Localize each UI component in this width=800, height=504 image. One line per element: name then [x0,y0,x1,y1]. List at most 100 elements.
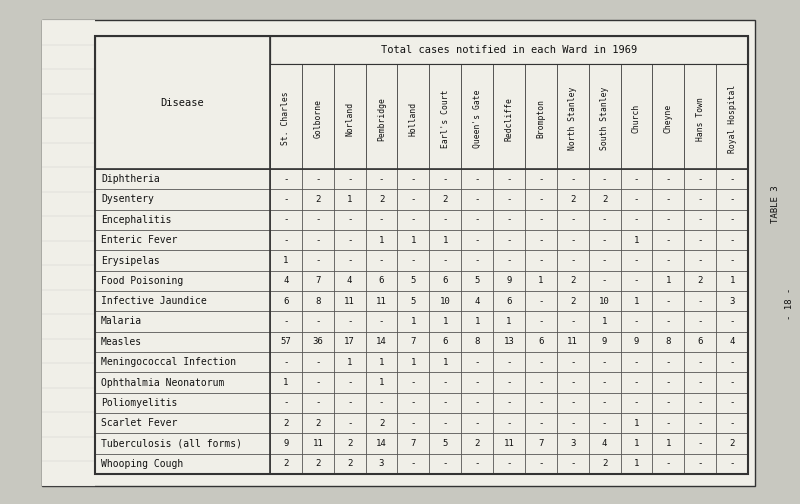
Bar [461,372,493,393]
Bar [557,291,589,311]
Bar [589,190,621,210]
Text: -: - [474,358,480,367]
Text: Meningococcal Infection: Meningococcal Infection [101,357,236,367]
Text: -: - [347,317,352,326]
Bar [493,250,525,271]
Text: 1: 1 [730,276,734,285]
Text: -: - [442,398,448,407]
Bar [653,230,684,250]
Bar [461,291,493,311]
Bar [684,413,716,433]
Text: -: - [698,439,703,448]
Text: -: - [410,419,416,428]
Text: -: - [347,419,352,428]
Text: 11: 11 [504,439,514,448]
Bar [653,372,684,393]
Bar [684,169,716,190]
Bar [270,36,748,64]
Text: -: - [410,459,416,468]
Text: -: - [634,378,639,387]
Text: -: - [315,256,321,265]
Bar [461,352,493,372]
Bar [334,372,366,393]
Bar [302,433,334,454]
Text: -: - [730,215,734,224]
Bar [461,250,493,271]
Text: 9: 9 [506,276,512,285]
Text: -: - [538,459,543,468]
Text: -: - [634,195,639,204]
Text: 10: 10 [440,297,450,305]
Bar [430,250,462,271]
Bar [684,271,716,291]
Text: Food Poisoning: Food Poisoning [101,276,183,286]
Text: -: - [666,419,671,428]
Text: -: - [570,175,575,183]
Bar [493,230,525,250]
Bar [95,352,270,372]
Bar [366,210,398,230]
Text: -: - [474,398,480,407]
Text: -: - [666,215,671,224]
Bar [398,311,430,332]
Text: - 18 -: - 18 - [786,288,794,320]
Text: -: - [315,317,321,326]
Text: -: - [698,236,703,244]
Bar [653,433,684,454]
Bar [366,454,398,474]
Bar [621,230,653,250]
Bar [557,332,589,352]
Text: -: - [698,256,703,265]
Text: 7: 7 [410,439,416,448]
Text: -: - [538,297,543,305]
Text: Dysentery: Dysentery [101,195,154,205]
Bar [716,291,748,311]
Bar [653,271,684,291]
Bar [716,169,748,190]
Bar [430,372,462,393]
Text: 7: 7 [315,276,321,285]
Text: -: - [698,297,703,305]
Text: 2: 2 [315,419,321,428]
Text: -: - [666,256,671,265]
Text: 2: 2 [730,439,734,448]
Text: 2: 2 [379,195,384,204]
Bar [270,372,302,393]
Bar [334,454,366,474]
Bar [334,250,366,271]
Text: 6: 6 [442,276,448,285]
Bar [334,352,366,372]
Bar [684,332,716,352]
Text: Erysipelas: Erysipelas [101,256,160,266]
Bar [525,190,557,210]
Bar [430,291,462,311]
Bar [716,433,748,454]
Text: -: - [570,378,575,387]
Bar [366,169,398,190]
Bar [684,210,716,230]
Text: -: - [634,276,639,285]
Bar [398,190,430,210]
Bar [493,433,525,454]
Bar [493,311,525,332]
Text: 4: 4 [730,337,734,346]
Text: -: - [315,358,321,367]
Text: 2: 2 [283,419,289,428]
Text: -: - [730,317,734,326]
Bar [430,454,462,474]
Text: -: - [698,378,703,387]
Bar [398,372,430,393]
Bar [525,413,557,433]
Text: -: - [698,358,703,367]
Bar [557,230,589,250]
Text: 9: 9 [602,337,607,346]
Text: 1: 1 [666,276,671,285]
Bar [493,372,525,393]
Bar [716,190,748,210]
Text: 36: 36 [313,337,323,346]
Text: Diphtheria: Diphtheria [101,174,160,184]
Text: 4: 4 [283,276,289,285]
Bar [398,413,430,433]
Text: Norland: Norland [345,101,354,136]
Bar [525,332,557,352]
